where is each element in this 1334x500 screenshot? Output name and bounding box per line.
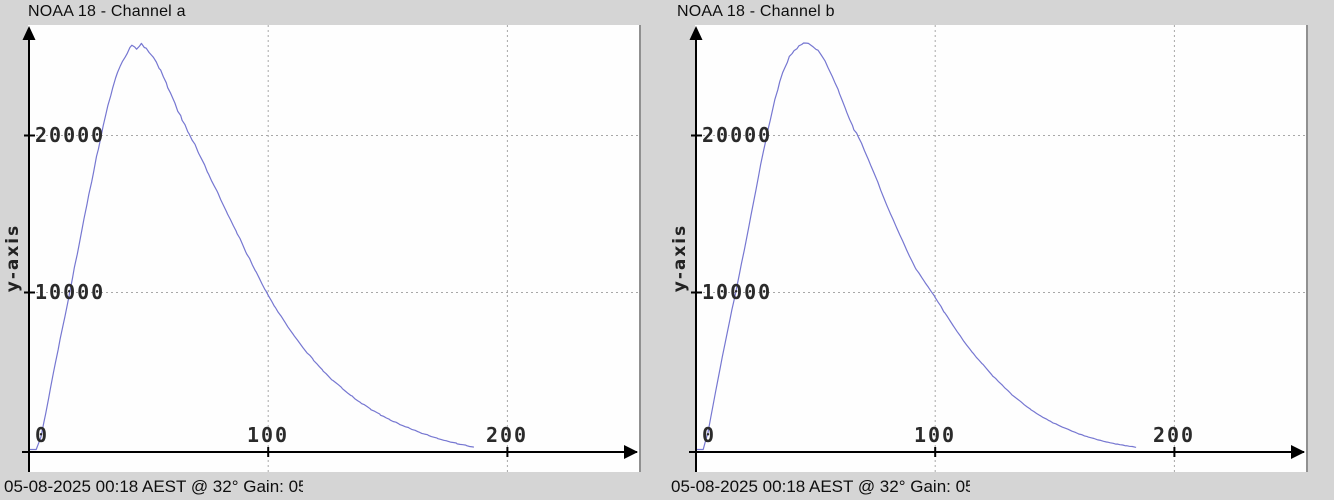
y-axis-label: y-axis bbox=[670, 223, 690, 293]
status-text: 05-08-2025 00:18 AEST @ 32° Gain: 0 bbox=[4, 477, 299, 496]
x-tick-label-200: 200 bbox=[1152, 423, 1196, 447]
chart-panel-channel-a: NOAA 18 - Channel a y-axis 20000 10000 0… bbox=[3, 3, 664, 497]
status-bar: 05-08-2025 00:18 AEST @ 32° Gain: 05 bbox=[671, 477, 1331, 497]
y-tick-label-20000: 20000 bbox=[702, 123, 773, 147]
status-clipped-char: 5 bbox=[298, 477, 304, 496]
status-bar: 05-08-2025 00:18 AEST @ 32° Gain: 05 bbox=[4, 477, 664, 497]
y-axis-label: y-axis bbox=[3, 223, 23, 293]
x-tick-label-100: 100 bbox=[246, 423, 290, 447]
x-tick-label-100: 100 bbox=[913, 423, 957, 447]
histogram-chart bbox=[22, 25, 639, 472]
y-tick-label-10000: 10000 bbox=[35, 280, 106, 304]
x-tick-label-200: 200 bbox=[485, 423, 529, 447]
chart-title: NOAA 18 - Channel a bbox=[28, 3, 186, 20]
x-tick-label-0: 0 bbox=[34, 423, 50, 447]
y-tick-label-10000: 10000 bbox=[702, 280, 773, 304]
status-clipped-char: 5 bbox=[965, 477, 971, 496]
x-tick-label-0: 0 bbox=[701, 423, 717, 447]
chart-panel-channel-b: NOAA 18 - Channel b y-axis 20000 10000 0… bbox=[667, 0, 1334, 500]
status-text: 05-08-2025 00:18 AEST @ 32° Gain: 0 bbox=[671, 477, 966, 496]
plot-area: 20000 10000 0 100 200 bbox=[22, 25, 641, 472]
histogram-chart bbox=[689, 25, 1306, 472]
plot-area: 20000 10000 0 100 200 bbox=[689, 25, 1308, 472]
y-tick-label-20000: 20000 bbox=[35, 123, 106, 147]
chart-title: NOAA 18 - Channel b bbox=[677, 3, 835, 20]
